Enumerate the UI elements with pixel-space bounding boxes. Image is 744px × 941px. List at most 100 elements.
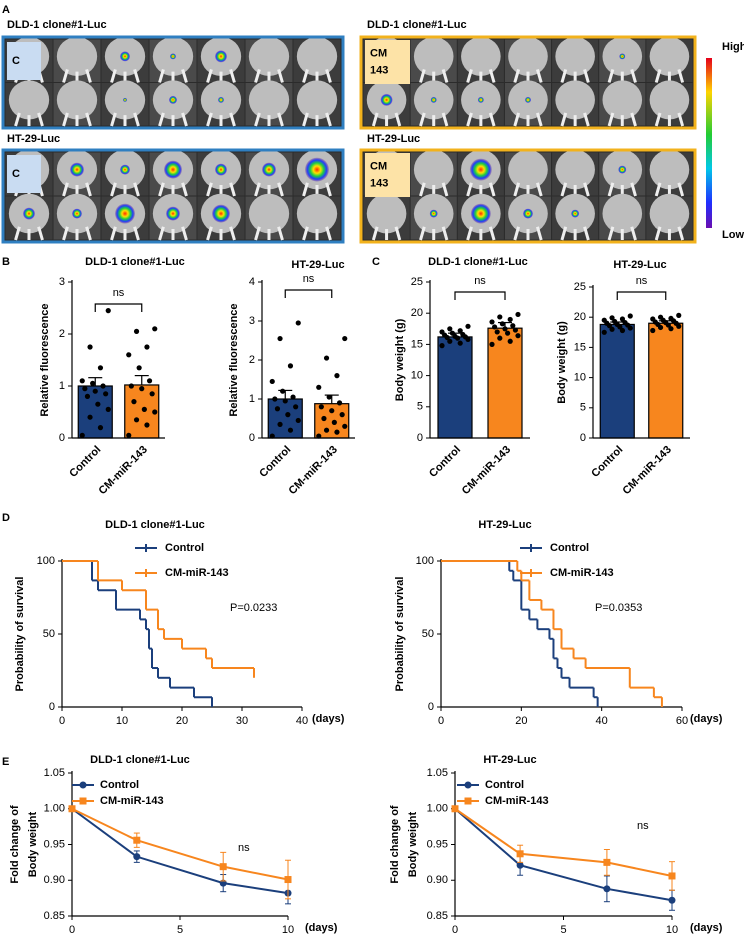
x-tick-label: Control	[427, 444, 463, 480]
y-tick-label: 0.85	[427, 910, 448, 922]
scale-low: Low	[722, 229, 744, 241]
signal-blob	[618, 165, 627, 174]
signal-blob	[166, 206, 180, 221]
data-point	[489, 319, 495, 325]
data-point	[84, 393, 91, 399]
significance-bracket	[616, 291, 667, 300]
y-axis-label: Probability of survival	[14, 577, 26, 692]
data-point	[277, 421, 283, 427]
chart-title: HT-29-Luc	[291, 259, 344, 271]
x-tick-label: 20	[176, 715, 188, 727]
y-tick-label: 0.85	[44, 910, 65, 922]
point-marker	[68, 805, 76, 813]
data-point	[331, 419, 337, 425]
y-tick-label: 0.90	[44, 874, 65, 886]
signal-blob	[429, 209, 438, 218]
signal-blob	[619, 53, 626, 60]
significance-bracket	[94, 303, 143, 312]
mouse-legs	[14, 112, 44, 127]
y-tick-label: 3	[59, 276, 65, 288]
signal-blob	[212, 204, 230, 223]
y-axis-label: Probability of survival	[394, 577, 406, 692]
data-point	[329, 408, 335, 414]
annotation: ns	[113, 287, 125, 299]
y-tick-label: 1	[249, 393, 255, 405]
data-point	[336, 400, 343, 406]
mouse-body	[602, 80, 643, 120]
data-point	[457, 328, 463, 334]
annotation: ns	[303, 273, 315, 285]
signal-blob	[380, 93, 393, 106]
data-point	[295, 320, 301, 326]
scale-high: High	[722, 41, 744, 53]
x-tick-label: 0	[59, 715, 65, 727]
x-tick-label: CM-miR-143	[96, 444, 149, 497]
group-label: C	[12, 168, 20, 180]
point-marker	[284, 876, 292, 884]
data-point	[316, 384, 322, 390]
chart-title: DLD-1 clone#1-Luc	[90, 754, 190, 766]
mouse-legs	[560, 226, 590, 241]
y-tick-label: 5	[580, 402, 586, 414]
mouse-body	[555, 36, 595, 76]
legend-label: CM-miR-143	[550, 567, 614, 579]
mouse-legs	[158, 112, 188, 127]
data-point	[460, 331, 466, 338]
mouse-legs	[466, 112, 496, 127]
signal-blob	[169, 95, 177, 104]
data-point	[507, 338, 513, 344]
data-point	[619, 327, 626, 334]
chart-title: DLD-1 clone#1-Luc	[85, 256, 185, 268]
y-tick-label: 100	[37, 555, 55, 567]
signal-blob	[305, 157, 329, 182]
annotation: ns	[637, 820, 649, 832]
mouse-body	[413, 149, 454, 190]
group-label-box	[7, 155, 41, 193]
data-point	[290, 394, 296, 400]
signal-blob	[469, 158, 492, 181]
signal-blob	[164, 160, 182, 179]
data-point	[323, 427, 330, 433]
y-axis-label: Body weight (g)	[394, 318, 406, 401]
group-label-box	[7, 42, 41, 80]
legend-label: Control	[550, 542, 589, 554]
data-point	[79, 432, 85, 438]
series-line	[71, 807, 289, 881]
x-tick-label: 10	[666, 924, 678, 936]
y-tick-label: 20	[574, 311, 586, 323]
signal-blob	[470, 203, 491, 224]
data-point	[601, 329, 607, 335]
mouse-body	[8, 80, 50, 120]
legend-label: CM-miR-143	[485, 795, 549, 807]
image-group-title: DLD-1 clone#1-Luc	[7, 19, 107, 31]
data-point	[97, 365, 104, 371]
data-point	[609, 315, 615, 321]
x-tick-label: 40	[596, 715, 608, 727]
point-marker	[668, 872, 676, 880]
mouse-body	[296, 193, 338, 234]
y-tick-label: 20	[411, 307, 423, 319]
y-tick-label: 15	[574, 341, 586, 353]
y-tick-label: 0	[249, 432, 255, 444]
x-tick-label: 0	[452, 924, 458, 936]
group-label-box	[365, 40, 410, 84]
data-point	[612, 318, 618, 325]
data-point	[274, 406, 281, 412]
mouse-legs	[62, 226, 92, 241]
y-tick-label: 1.00	[44, 803, 65, 815]
y-tick-label: 1.00	[427, 803, 448, 815]
mouse-legs	[607, 112, 637, 127]
point-marker	[668, 896, 676, 904]
x-tick-label: 40	[296, 715, 308, 727]
image-group-title: HT-29-Luc	[367, 133, 420, 145]
y-axis-label: Relative fluorescence	[228, 303, 240, 416]
data-point	[100, 383, 106, 389]
signal-blob	[215, 50, 227, 63]
mouse-body	[602, 193, 643, 234]
x-tick-label: Control	[257, 444, 293, 480]
mouse-body	[248, 80, 290, 120]
point-marker	[464, 797, 472, 805]
data-point	[499, 321, 505, 327]
point-marker	[516, 850, 524, 858]
mouse-legs	[302, 112, 332, 127]
